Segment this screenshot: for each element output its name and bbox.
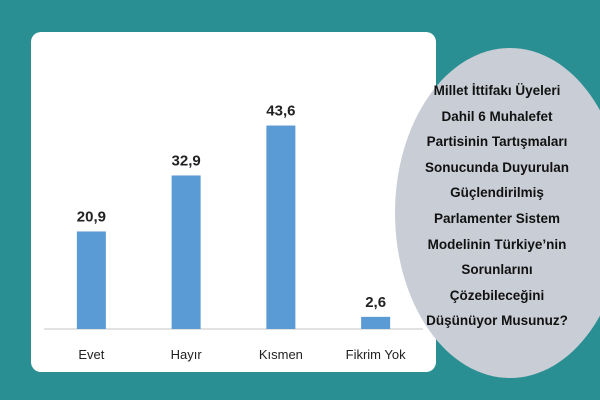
data-label: 20,9 [77, 208, 106, 225]
question-line: Parlamenter Sistem [433, 210, 561, 226]
bar-hayır [171, 175, 201, 329]
bar-kısmen [266, 125, 296, 330]
question-line: Sorunlarını [461, 262, 533, 278]
chart-card: 20,9 Evet 32,9 Hayır 43,6 Kısmen 2,6 Fikrim Yok [31, 32, 436, 372]
category-label: Hayır [171, 347, 203, 362]
bar-chart: 20,9 Evet 32,9 Hayır 43,6 Kısmen 2,6 Fikrim Yok [44, 103, 423, 362]
data-label: 43,6 [266, 103, 295, 120]
question-line: Dahil 6 Muhalefet [441, 108, 553, 124]
category-label: Evet [78, 347, 104, 362]
data-label: 32,9 [172, 152, 201, 169]
question-line: Millet İttifakı Üyeleri [433, 83, 561, 98]
category-label: Kısmen [259, 347, 303, 362]
question-line: Modelinin Türkiye’nin [427, 236, 567, 252]
data-label: 2,6 [365, 294, 386, 311]
question-line: Çözebileceğini [449, 287, 545, 303]
question-line: Partisinin Tartışmaları [426, 134, 568, 150]
question-line: Sonucunda Duyurulan [424, 159, 569, 175]
question-line: Düşünüyor Musunuz? [426, 313, 568, 329]
question-blob [395, 48, 600, 378]
bar-fikrim-yok [361, 316, 391, 329]
question-text: Millet İttifakı Üyeleri Dahil 6 Muhalefe… [412, 78, 582, 334]
bar-evet [76, 231, 106, 329]
question-line: Güçlendirilmiş [450, 185, 544, 201]
category-label: Fikrim Yok [346, 347, 406, 362]
